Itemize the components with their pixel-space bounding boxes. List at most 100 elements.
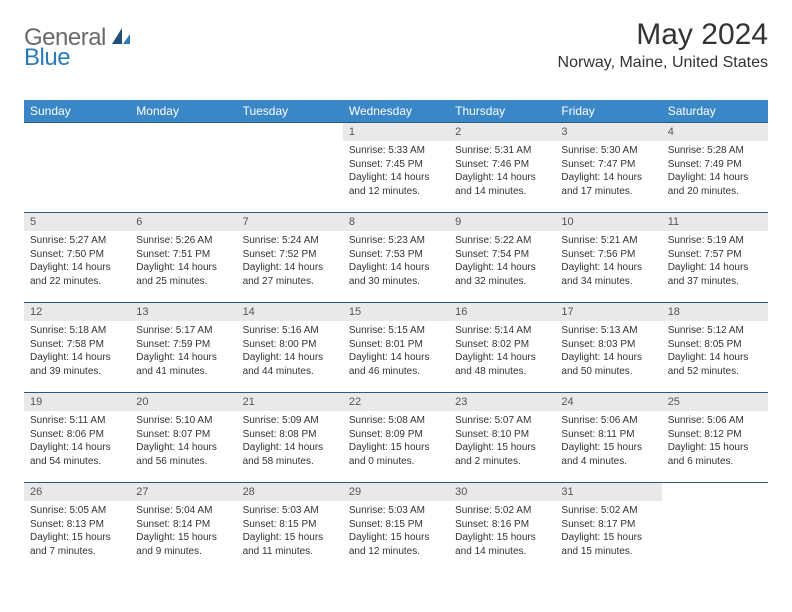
daylight-text: and 22 minutes. — [30, 275, 124, 289]
weekday-header: Tuesday — [237, 100, 343, 123]
day-details: Sunrise: 5:04 AMSunset: 8:14 PMDaylight:… — [130, 501, 236, 564]
day-number: 12 — [24, 303, 130, 321]
calendar-day-cell: 23Sunrise: 5:07 AMSunset: 8:10 PMDayligh… — [449, 393, 555, 483]
weekday-header: Thursday — [449, 100, 555, 123]
daylight-text: Daylight: 14 hours — [455, 261, 549, 275]
logo-text-blue: Blue — [24, 44, 70, 71]
daylight-text: Daylight: 14 hours — [349, 261, 443, 275]
weekday-header: Sunday — [24, 100, 130, 123]
sunrise-text: Sunrise: 5:22 AM — [455, 234, 549, 248]
day-details: Sunrise: 5:03 AMSunset: 8:15 PMDaylight:… — [237, 501, 343, 564]
day-details: Sunrise: 5:27 AMSunset: 7:50 PMDaylight:… — [24, 231, 130, 294]
day-number: 4 — [662, 123, 768, 141]
daylight-text: Daylight: 14 hours — [561, 171, 655, 185]
day-number: 25 — [662, 393, 768, 411]
sunrise-text: Sunrise: 5:17 AM — [136, 324, 230, 338]
sunset-text: Sunset: 8:08 PM — [243, 428, 337, 442]
title-block: May 2024 Norway, Maine, United States — [558, 18, 768, 72]
daylight-text: and 14 minutes. — [455, 185, 549, 199]
daylight-text: Daylight: 15 hours — [243, 531, 337, 545]
day-number: 23 — [449, 393, 555, 411]
calendar-day-cell: 31Sunrise: 5:02 AMSunset: 8:17 PMDayligh… — [555, 483, 661, 573]
daylight-text: and 27 minutes. — [243, 275, 337, 289]
daylight-text: and 25 minutes. — [136, 275, 230, 289]
sunset-text: Sunset: 8:01 PM — [349, 338, 443, 352]
calendar-day-cell: 7Sunrise: 5:24 AMSunset: 7:52 PMDaylight… — [237, 213, 343, 303]
calendar-day-cell — [662, 483, 768, 573]
calendar-week-row: 19Sunrise: 5:11 AMSunset: 8:06 PMDayligh… — [24, 393, 768, 483]
daylight-text: and 50 minutes. — [561, 365, 655, 379]
calendar-week-row: 1Sunrise: 5:33 AMSunset: 7:45 PMDaylight… — [24, 123, 768, 213]
calendar-day-cell — [24, 123, 130, 213]
calendar-day-cell: 27Sunrise: 5:04 AMSunset: 8:14 PMDayligh… — [130, 483, 236, 573]
day-number: 28 — [237, 483, 343, 501]
daylight-text: and 52 minutes. — [668, 365, 762, 379]
sunset-text: Sunset: 8:13 PM — [30, 518, 124, 532]
sunset-text: Sunset: 8:09 PM — [349, 428, 443, 442]
daylight-text: Daylight: 14 hours — [668, 351, 762, 365]
daylight-text: and 17 minutes. — [561, 185, 655, 199]
daylight-text: Daylight: 14 hours — [349, 351, 443, 365]
calendar-day-cell: 16Sunrise: 5:14 AMSunset: 8:02 PMDayligh… — [449, 303, 555, 393]
calendar-day-cell — [237, 123, 343, 213]
daylight-text: Daylight: 14 hours — [136, 441, 230, 455]
daylight-text: Daylight: 14 hours — [455, 171, 549, 185]
day-details: Sunrise: 5:08 AMSunset: 8:09 PMDaylight:… — [343, 411, 449, 474]
day-details: Sunrise: 5:16 AMSunset: 8:00 PMDaylight:… — [237, 321, 343, 384]
sunset-text: Sunset: 8:06 PM — [30, 428, 124, 442]
sunset-text: Sunset: 8:17 PM — [561, 518, 655, 532]
day-details: Sunrise: 5:17 AMSunset: 7:59 PMDaylight:… — [130, 321, 236, 384]
weekday-header: Wednesday — [343, 100, 449, 123]
sunset-text: Sunset: 7:49 PM — [668, 158, 762, 172]
sunrise-text: Sunrise: 5:31 AM — [455, 144, 549, 158]
day-number: 10 — [555, 213, 661, 231]
calendar-day-cell — [130, 123, 236, 213]
day-details: Sunrise: 5:05 AMSunset: 8:13 PMDaylight:… — [24, 501, 130, 564]
sunset-text: Sunset: 7:53 PM — [349, 248, 443, 262]
page-header: General May 2024 Norway, Maine, United S… — [24, 18, 768, 72]
daylight-text: and 54 minutes. — [30, 455, 124, 469]
daylight-text: Daylight: 15 hours — [349, 441, 443, 455]
sunset-text: Sunset: 7:51 PM — [136, 248, 230, 262]
daylight-text: Daylight: 14 hours — [136, 261, 230, 275]
sunset-text: Sunset: 8:10 PM — [455, 428, 549, 442]
day-number: 1 — [343, 123, 449, 141]
sunset-text: Sunset: 7:47 PM — [561, 158, 655, 172]
calendar-day-cell: 13Sunrise: 5:17 AMSunset: 7:59 PMDayligh… — [130, 303, 236, 393]
day-number: 15 — [343, 303, 449, 321]
day-details: Sunrise: 5:21 AMSunset: 7:56 PMDaylight:… — [555, 231, 661, 294]
calendar-day-cell: 29Sunrise: 5:03 AMSunset: 8:15 PMDayligh… — [343, 483, 449, 573]
calendar-week-row: 26Sunrise: 5:05 AMSunset: 8:13 PMDayligh… — [24, 483, 768, 573]
daylight-text: Daylight: 14 hours — [243, 351, 337, 365]
calendar-day-cell: 20Sunrise: 5:10 AMSunset: 8:07 PMDayligh… — [130, 393, 236, 483]
daylight-text: Daylight: 15 hours — [561, 441, 655, 455]
sunrise-text: Sunrise: 5:05 AM — [30, 504, 124, 518]
calendar-day-cell: 17Sunrise: 5:13 AMSunset: 8:03 PMDayligh… — [555, 303, 661, 393]
day-details: Sunrise: 5:03 AMSunset: 8:15 PMDaylight:… — [343, 501, 449, 564]
daylight-text: Daylight: 14 hours — [243, 261, 337, 275]
day-number: 7 — [237, 213, 343, 231]
sunset-text: Sunset: 7:57 PM — [668, 248, 762, 262]
day-number: 16 — [449, 303, 555, 321]
day-details: Sunrise: 5:18 AMSunset: 7:58 PMDaylight:… — [24, 321, 130, 384]
sunrise-text: Sunrise: 5:26 AM — [136, 234, 230, 248]
sunset-text: Sunset: 7:46 PM — [455, 158, 549, 172]
daylight-text: and 11 minutes. — [243, 545, 337, 559]
sunrise-text: Sunrise: 5:03 AM — [349, 504, 443, 518]
day-details: Sunrise: 5:30 AMSunset: 7:47 PMDaylight:… — [555, 141, 661, 204]
calendar-day-cell: 2Sunrise: 5:31 AMSunset: 7:46 PMDaylight… — [449, 123, 555, 213]
daylight-text: Daylight: 14 hours — [561, 351, 655, 365]
day-number: 5 — [24, 213, 130, 231]
daylight-text: and 2 minutes. — [455, 455, 549, 469]
daylight-text: Daylight: 15 hours — [136, 531, 230, 545]
day-number: 17 — [555, 303, 661, 321]
daylight-text: and 34 minutes. — [561, 275, 655, 289]
daylight-text: Daylight: 15 hours — [349, 531, 443, 545]
sunrise-text: Sunrise: 5:16 AM — [243, 324, 337, 338]
sunrise-text: Sunrise: 5:23 AM — [349, 234, 443, 248]
sunrise-text: Sunrise: 5:14 AM — [455, 324, 549, 338]
sunrise-text: Sunrise: 5:13 AM — [561, 324, 655, 338]
calendar-table: Sunday Monday Tuesday Wednesday Thursday… — [24, 100, 768, 573]
day-details: Sunrise: 5:11 AMSunset: 8:06 PMDaylight:… — [24, 411, 130, 474]
calendar-day-cell: 10Sunrise: 5:21 AMSunset: 7:56 PMDayligh… — [555, 213, 661, 303]
